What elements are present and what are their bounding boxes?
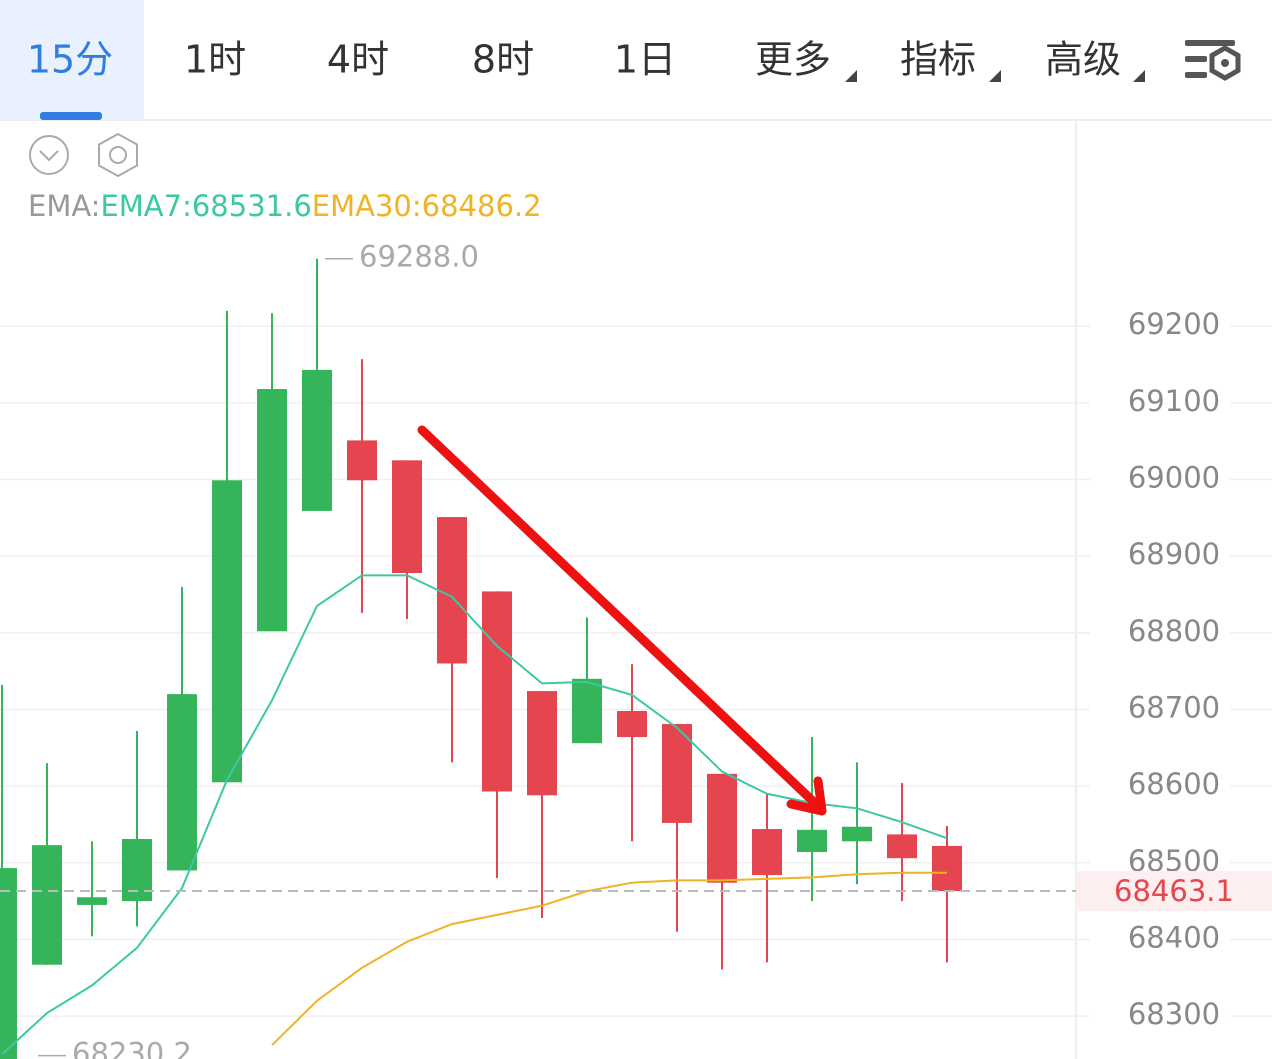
y-tick-label: 68900 — [1128, 537, 1220, 571]
candle-body — [662, 724, 692, 823]
settings-hex-dot — [109, 146, 127, 164]
y-tick-label: 69100 — [1128, 384, 1220, 418]
last-price-label: 68463.1 — [1114, 874, 1234, 908]
candle-body — [617, 710, 647, 738]
active-tab-indicator — [40, 112, 102, 120]
y-tick-label: 68400 — [1128, 920, 1220, 954]
candle-body — [572, 678, 602, 744]
tab[interactable]: 4时 — [327, 38, 389, 82]
candle-body — [0, 868, 17, 1059]
annotation-label: 68230.2 — [72, 1037, 192, 1059]
candle-body — [797, 829, 827, 853]
candle-body — [257, 389, 287, 632]
tab-bar-bg — [0, 0, 1272, 120]
dropdown-arrows — [845, 70, 1145, 82]
candle-body — [707, 773, 737, 883]
candle-body — [32, 845, 62, 965]
tab[interactable]: 15分 — [27, 38, 113, 82]
candle-body — [77, 897, 107, 905]
tab[interactable]: 8时 — [472, 38, 534, 82]
tab[interactable]: 1日 — [614, 38, 676, 82]
candle-body — [887, 834, 917, 859]
legend-entry: EMA7:68531.6 — [100, 189, 311, 223]
chart-tools — [29, 132, 138, 178]
candle-body — [482, 591, 512, 792]
candle-body — [932, 845, 962, 892]
settings-hex[interactable] — [98, 132, 138, 178]
candle-body — [167, 694, 197, 871]
annotation-label: 69288.0 — [359, 240, 479, 274]
ema-line — [271, 871, 947, 1046]
ema-legend: EMA:EMA7:68531.6EMA30:68486.2 — [28, 189, 542, 223]
y-tick-label: 69000 — [1128, 461, 1220, 495]
tab-bar: 15分 1时 4时 8时 1日 更多 指标 高级 — [0, 0, 1272, 121]
trend-arrow — [417, 425, 827, 816]
candle-body — [842, 826, 872, 842]
candle-body — [437, 517, 467, 664]
tab[interactable]: 1时 — [184, 38, 246, 82]
candle-body — [752, 829, 782, 876]
y-tick-label: 68600 — [1128, 767, 1220, 801]
collapse-icon[interactable] — [29, 135, 69, 175]
last-price-bg — [1076, 871, 1272, 912]
y-tick-label: 68300 — [1128, 997, 1220, 1031]
candle-body — [302, 369, 332, 511]
legend-entry: EMA: — [28, 189, 100, 223]
active-tab-bg — [0, 0, 144, 120]
settings-icon[interactable] — [1185, 40, 1241, 81]
candle-body — [212, 480, 242, 783]
y-tick-label: 68700 — [1128, 690, 1220, 724]
y-tick-label: 69200 — [1128, 307, 1220, 341]
tab[interactable]: 指标 — [900, 38, 976, 82]
candle-body — [527, 691, 557, 796]
candle-body — [392, 460, 422, 574]
plot — [0, 257, 1076, 1059]
candle-body — [347, 440, 377, 481]
tab[interactable]: 高级 — [1045, 38, 1121, 82]
collapse-chevron — [39, 150, 59, 162]
legend-entry: EMA30:68486.2 — [312, 189, 542, 223]
tab[interactable]: 更多 — [755, 38, 831, 82]
y-tick-label: 68800 — [1128, 614, 1220, 648]
ema-line — [1, 574, 948, 1056]
